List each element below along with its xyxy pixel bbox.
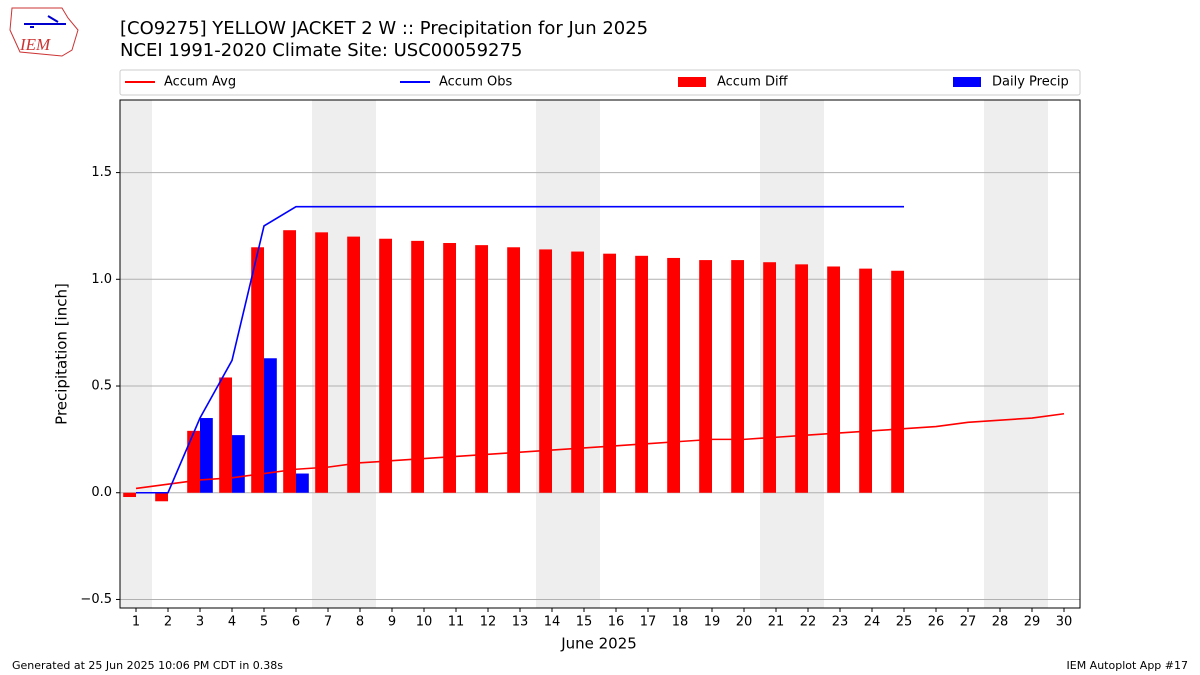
plot-frame xyxy=(119,99,1081,609)
bar xyxy=(859,268,872,493)
bar xyxy=(699,260,712,493)
chart-title: [CO9275] YELLOW JACKET 2 W :: Precipitat… xyxy=(120,18,648,39)
bar xyxy=(264,358,277,493)
x-tick-label: 12 xyxy=(480,615,497,630)
bar xyxy=(123,492,136,498)
bar xyxy=(232,435,245,493)
x-tick-label: 7 xyxy=(324,615,332,630)
bar xyxy=(891,270,904,493)
x-tick-label: 27 xyxy=(960,615,977,630)
x-tick-label: 17 xyxy=(640,615,657,630)
x-tick-label: 30 xyxy=(1056,615,1073,630)
x-tick-label: 28 xyxy=(992,615,1009,630)
logo: IEM xyxy=(9,7,79,57)
bar xyxy=(347,236,360,493)
x-axis-label: June 2025 xyxy=(560,635,637,653)
bar xyxy=(219,377,232,493)
bar xyxy=(475,245,488,493)
bar xyxy=(296,473,309,493)
line xyxy=(136,205,904,494)
x-tick-label: 11 xyxy=(448,615,465,630)
x-tick-label: 14 xyxy=(544,615,561,630)
x-tick-label: 22 xyxy=(800,615,817,630)
bar xyxy=(763,262,776,493)
x-tick-label: 16 xyxy=(608,615,625,630)
bar xyxy=(731,260,744,493)
x-tick-label: 26 xyxy=(928,615,945,630)
x-tick-label: 9 xyxy=(388,615,396,630)
x-tick-label: 2 xyxy=(164,615,172,630)
x-tick-label: 25 xyxy=(896,615,913,630)
y-axis-label: Precipitation [inch] xyxy=(53,283,71,425)
bar xyxy=(251,247,264,493)
bar xyxy=(379,238,392,493)
x-tick-label: 3 xyxy=(196,615,204,630)
bar xyxy=(187,430,200,493)
bar xyxy=(667,257,680,493)
legend-box xyxy=(119,69,1081,96)
x-tick-label: 19 xyxy=(704,615,721,630)
y-tick-label: 1.5 xyxy=(91,165,112,180)
legend-swatch xyxy=(953,77,981,87)
x-tick-label: 21 xyxy=(768,615,785,630)
x-tick-label: 13 xyxy=(512,615,529,630)
logo-text: IEM xyxy=(19,35,51,54)
y-tick-label: 1.0 xyxy=(91,272,112,287)
x-tick-label: 4 xyxy=(228,615,236,630)
x-tick-label: 24 xyxy=(864,615,881,630)
x-tick-label: 10 xyxy=(416,615,433,630)
bar xyxy=(635,255,648,493)
x-tick-label: 23 xyxy=(832,615,849,630)
x-tick-label: 8 xyxy=(356,615,364,630)
chart-subtitle: NCEI 1991-2020 Climate Site: USC00059275 xyxy=(120,40,522,61)
bar xyxy=(200,418,213,493)
weekend-band xyxy=(1016,100,1048,608)
logo-lines xyxy=(24,15,66,28)
bar xyxy=(411,240,424,493)
legend-label: Daily Precip xyxy=(992,75,1069,90)
bar xyxy=(539,249,552,493)
y-tick-label: 0.0 xyxy=(91,485,112,500)
footer-left: Generated at 25 Jun 2025 10:06 PM CDT in… xyxy=(12,659,283,672)
bar xyxy=(507,247,520,493)
logo-outline xyxy=(9,7,79,57)
bar xyxy=(603,253,616,493)
line xyxy=(135,412,1065,490)
x-tick-label: 1 xyxy=(132,615,140,630)
weekend-band xyxy=(120,100,152,608)
y-tick-label: 0.5 xyxy=(91,379,112,394)
bar xyxy=(443,243,456,493)
bar xyxy=(571,251,584,493)
bar xyxy=(315,232,328,493)
x-tick-label: 5 xyxy=(260,615,268,630)
legend-label: Accum Diff xyxy=(717,75,789,90)
x-tick-label: 18 xyxy=(672,615,689,630)
footer-right: IEM Autoplot App #17 xyxy=(1067,659,1189,672)
bar xyxy=(155,492,168,502)
x-tick-label: 29 xyxy=(1024,615,1041,630)
x-tick-label: 6 xyxy=(292,615,300,630)
x-tick-label: 15 xyxy=(576,615,593,630)
bar xyxy=(283,230,296,493)
bar xyxy=(795,264,808,493)
x-tick-label: 20 xyxy=(736,615,753,630)
legend-label: Accum Avg xyxy=(164,75,236,90)
legend-swatch xyxy=(678,77,706,87)
legend-label: Accum Obs xyxy=(439,75,512,90)
weekend-band xyxy=(984,100,1016,608)
y-tick-label: −0.5 xyxy=(80,592,112,607)
bar xyxy=(827,266,840,493)
